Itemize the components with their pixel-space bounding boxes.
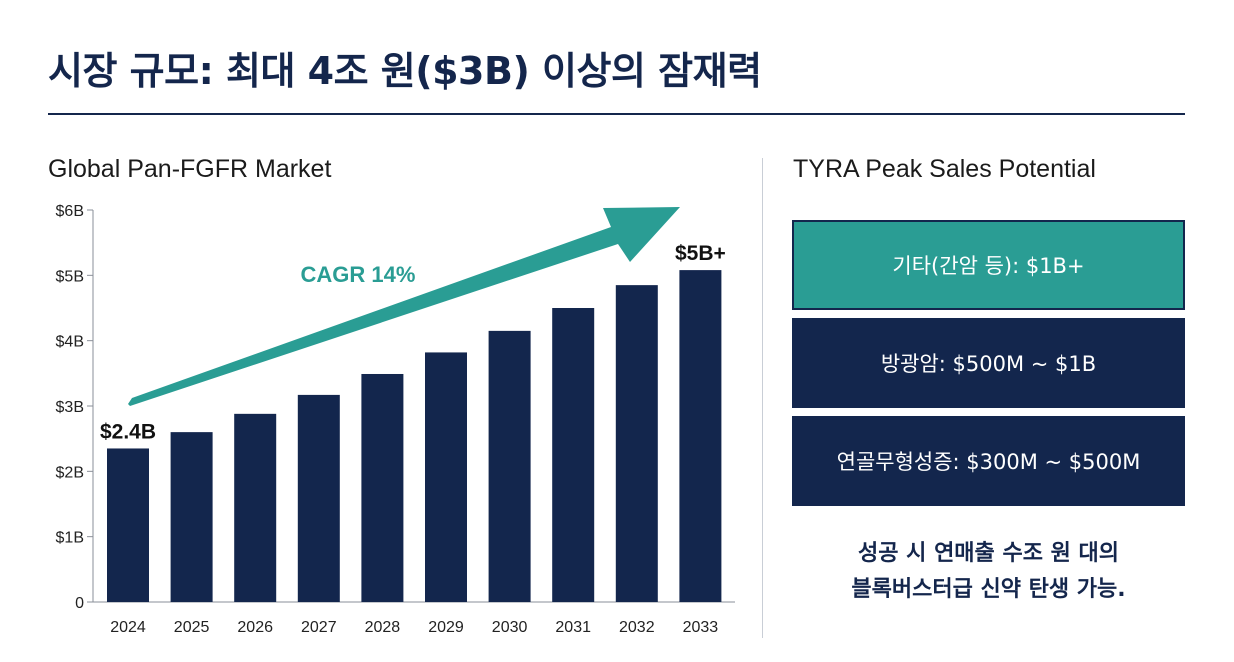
bar: [107, 448, 149, 602]
y-tick-label: $5B: [56, 268, 84, 285]
x-tick-label: 2031: [555, 619, 591, 636]
bar: [297, 394, 340, 602]
data-label: $2.4B: [100, 420, 156, 443]
bar: [679, 270, 722, 602]
segment-bladder-cancer: 방광암: $500M ~ $1B: [792, 318, 1185, 408]
x-tick-label: 2026: [237, 619, 273, 636]
segment-achondroplasia: 연골무형성증: $300M ~ $500M: [792, 416, 1185, 506]
y-tick-label: $6B: [56, 203, 84, 220]
bar: [615, 285, 658, 602]
y-tick-label: $3B: [56, 399, 84, 416]
x-tick-label: 2027: [301, 619, 337, 636]
y-tick-label: $4B: [56, 334, 84, 351]
cagr-arrow: [128, 207, 680, 406]
summary-note: 성공 시 연매출 수조 원 대의 블록버스터급 신약 탄생 가능.: [792, 536, 1185, 608]
y-tick-label: $1B: [56, 530, 84, 547]
title-divider: [48, 113, 1185, 115]
bar: [552, 308, 595, 602]
x-tick-label: 2024: [110, 619, 146, 636]
x-tick-label: 2025: [174, 619, 210, 636]
peak-sales-heading: TYRA Peak Sales Potential: [793, 155, 1096, 183]
y-tick-label: $2B: [56, 464, 84, 481]
x-tick-label: 2028: [365, 619, 401, 636]
summary-note-line2: 블록버스터급 신약 탄생 가능.: [851, 577, 1126, 602]
page-title: 시장 규모: 최대 4조 원($3B) 이상의 잠재력: [48, 49, 762, 93]
bar: [170, 432, 213, 602]
section-divider: [762, 158, 763, 638]
market-chart-heading: Global Pan-FGFR Market: [48, 155, 332, 183]
bar: [425, 352, 467, 602]
x-tick-label: 2030: [492, 619, 528, 636]
bar: [361, 373, 404, 602]
bar: [488, 330, 531, 602]
market-bar-chart: 0 $1B $2B $3B $4B $5B $6B 2024 2025 2026 2027 2028 2…: [56, 203, 735, 636]
bar: [234, 413, 277, 602]
summary-note-line1: 성공 시 연매출 수조 원 대의: [858, 541, 1119, 566]
segment-other: 기타(간암 등): $1B+: [792, 220, 1185, 310]
cagr-label: CAGR 14%: [301, 262, 416, 287]
data-label: $5B+: [675, 242, 726, 265]
x-tick-label: 2033: [683, 619, 719, 636]
x-tick-label: 2029: [428, 619, 464, 636]
y-tick-label: 0: [75, 595, 84, 612]
x-tick-label: 2032: [619, 619, 655, 636]
